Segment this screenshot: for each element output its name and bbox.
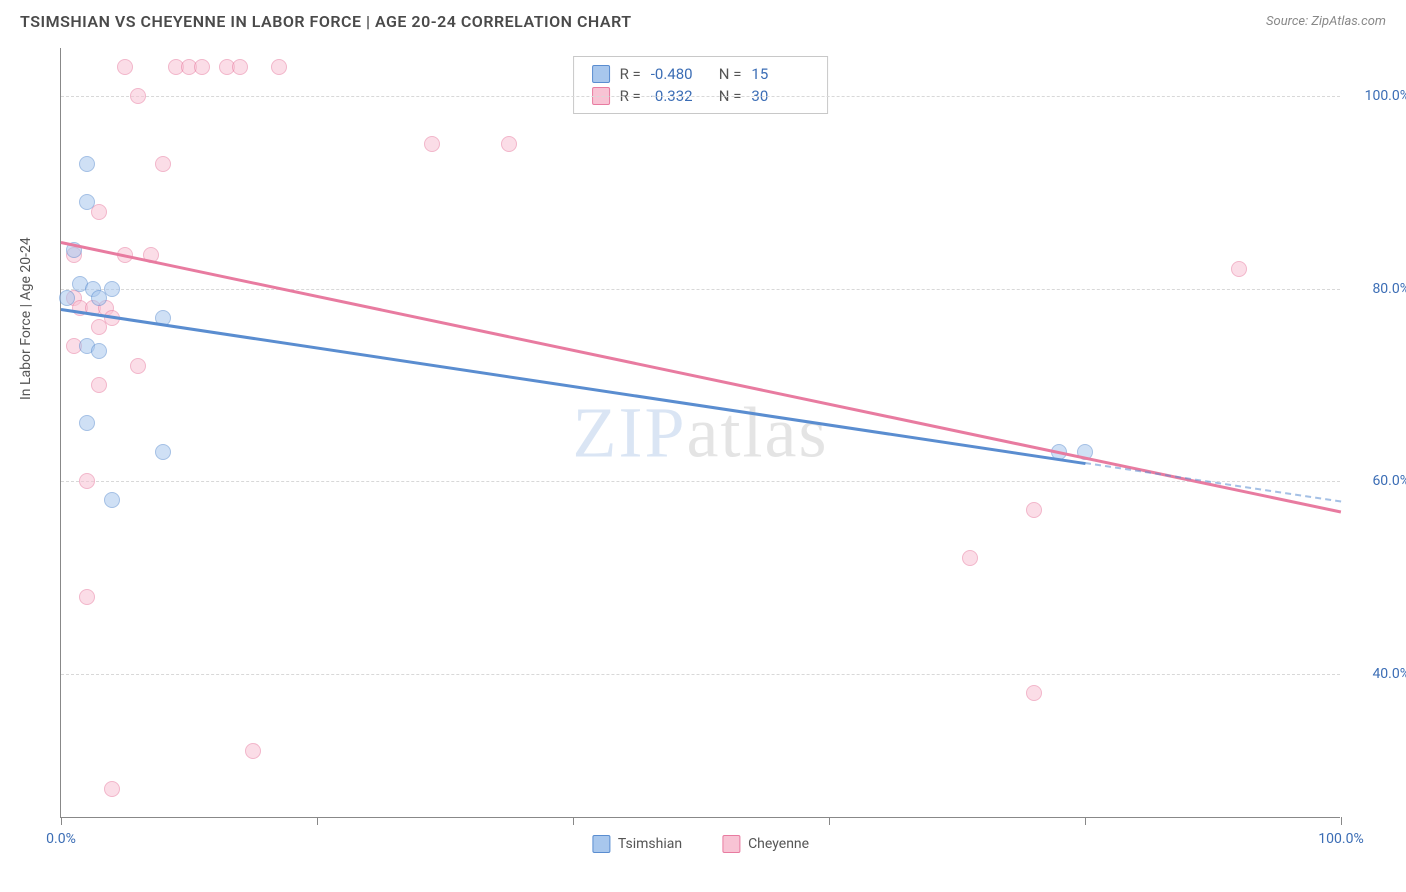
tsimshian-point	[79, 194, 95, 210]
cheyenne-point	[1231, 261, 1247, 277]
chart-title: TSIMSHIAN VS CHEYENNE IN LABOR FORCE | A…	[20, 12, 632, 31]
gridline-horizontal	[61, 481, 1340, 482]
tsimshian-point	[59, 290, 75, 306]
tsimshian-point	[91, 343, 107, 359]
tsimshian-point	[104, 281, 120, 297]
n-label: N =	[719, 65, 742, 83]
y-tick-label: 100.0%	[1350, 88, 1406, 104]
cheyenne-point	[501, 136, 517, 152]
stats-row-tsimshian: R = -0.480 N = 15	[592, 63, 810, 85]
x-tick-label: 0.0%	[46, 831, 76, 847]
cheyenne-point	[271, 59, 287, 75]
x-tick	[1341, 817, 1342, 825]
source-attribution: Source: ZipAtlas.com	[1266, 14, 1386, 29]
swatch-tsimshian	[592, 835, 610, 853]
cheyenne-point	[245, 743, 261, 759]
x-tick	[1085, 817, 1086, 825]
cheyenne-point	[91, 319, 107, 335]
cheyenne-point	[232, 59, 248, 75]
legend-label-cheyenne: Cheyenne	[748, 836, 809, 852]
cheyenne-point	[194, 59, 210, 75]
cheyenne-point	[155, 156, 171, 172]
cheyenne-point	[79, 589, 95, 605]
x-tick	[573, 817, 574, 825]
x-tick	[829, 817, 830, 825]
x-tick	[61, 817, 62, 825]
legend-label-tsimshian: Tsimshian	[618, 836, 682, 852]
cheyenne-point	[91, 204, 107, 220]
y-tick-label: 60.0%	[1350, 473, 1406, 489]
gridline-horizontal	[61, 289, 1340, 290]
correlation-stats-box: R = -0.480 N = 15 R = -0.332 N = 30	[573, 56, 829, 114]
cheyenne-point	[962, 550, 978, 566]
swatch-tsimshian	[592, 65, 610, 83]
cheyenne-point	[104, 781, 120, 797]
gridline-horizontal	[61, 674, 1340, 675]
y-axis-label: In Labor Force | Age 20-24	[18, 237, 34, 400]
cheyenne-point	[1026, 685, 1042, 701]
cheyenne-point	[130, 88, 146, 104]
tsimshian-point	[155, 444, 171, 460]
x-tick-label: 100.0%	[1318, 831, 1363, 847]
cheyenne-point	[424, 136, 440, 152]
y-tick-label: 80.0%	[1350, 281, 1406, 297]
legend: Tsimshian Cheyenne	[592, 835, 809, 853]
trend-line-tsimshian	[61, 308, 1085, 464]
tsimshian-point	[104, 492, 120, 508]
cheyenne-point	[130, 358, 146, 374]
tsimshian-point	[79, 156, 95, 172]
chart-plot-area: ZIPatlas R = -0.480 N = 15 R = -0.332 N …	[60, 48, 1340, 818]
cheyenne-point	[91, 377, 107, 393]
r-value-tsimshian: -0.480	[651, 65, 709, 83]
cheyenne-point	[79, 473, 95, 489]
cheyenne-point	[117, 59, 133, 75]
n-value-tsimshian: 15	[751, 65, 809, 83]
legend-item-cheyenne: Cheyenne	[722, 835, 809, 853]
y-tick-label: 40.0%	[1350, 666, 1406, 682]
gridline-horizontal	[61, 96, 1340, 97]
legend-item-tsimshian: Tsimshian	[592, 835, 682, 853]
cheyenne-point	[1026, 502, 1042, 518]
swatch-cheyenne	[722, 835, 740, 853]
x-tick	[317, 817, 318, 825]
r-label: R =	[620, 65, 641, 83]
tsimshian-point	[79, 415, 95, 431]
